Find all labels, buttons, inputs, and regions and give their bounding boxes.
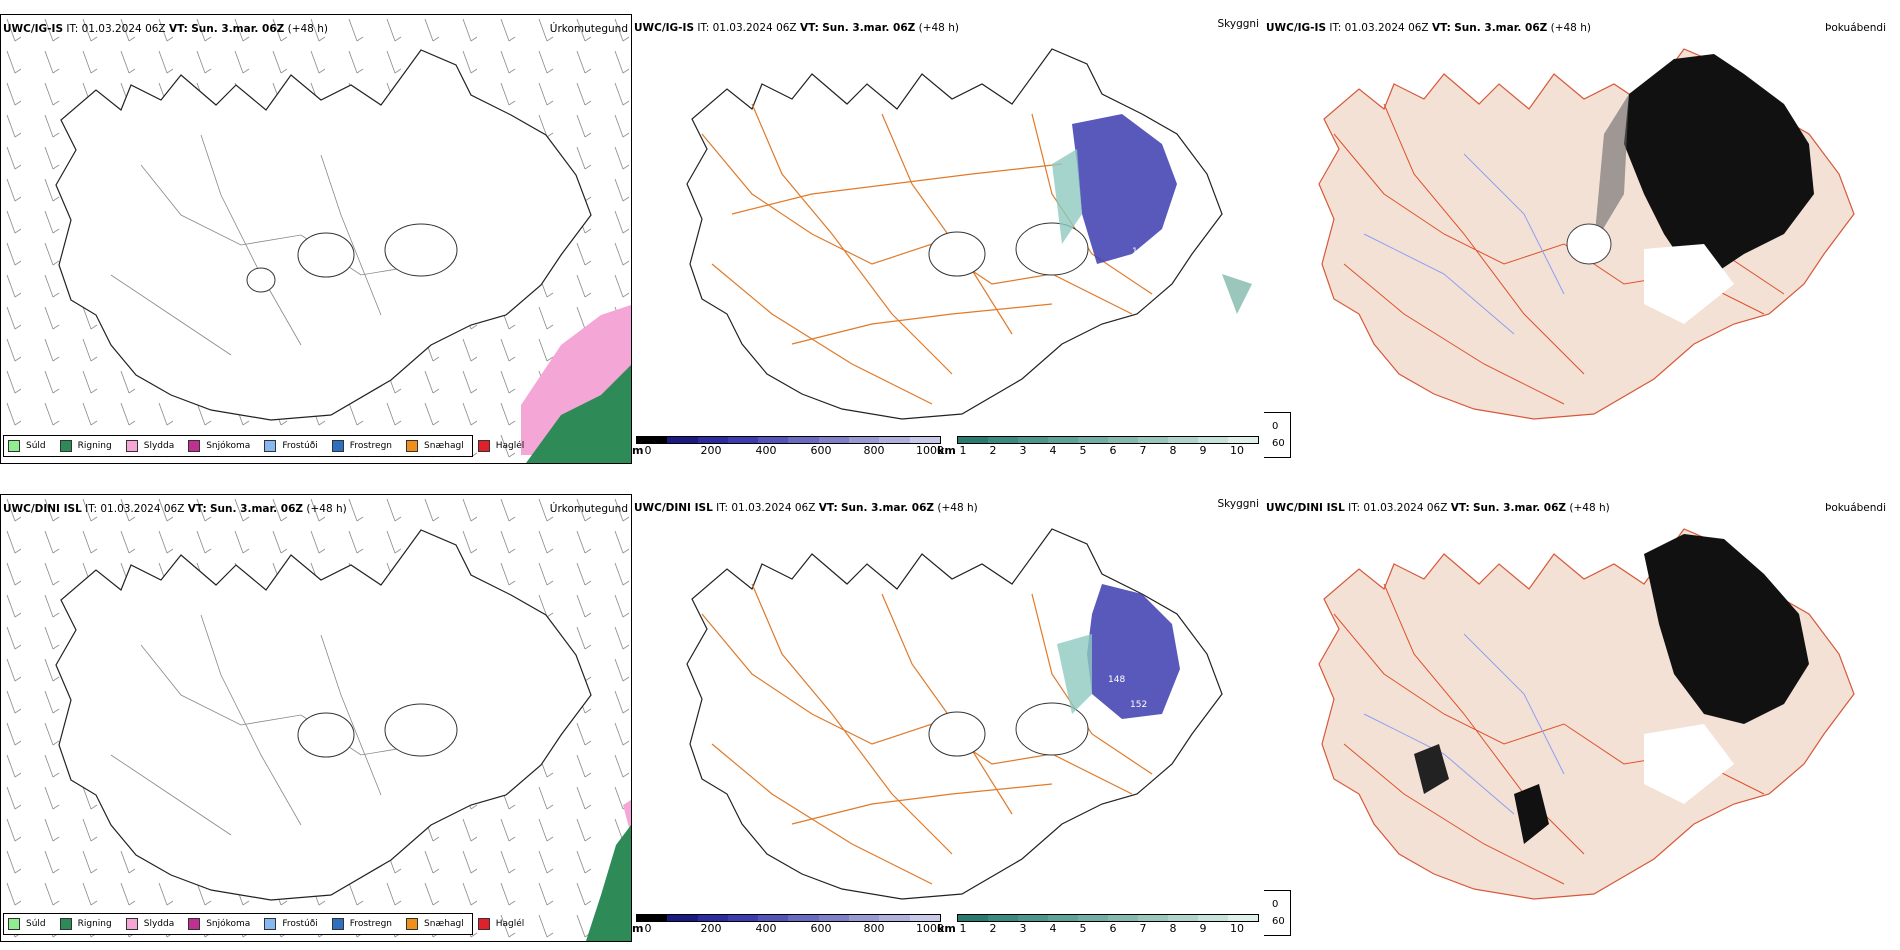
panel-title: Þokuábendi bbox=[1825, 502, 1886, 514]
low-ceiling-area bbox=[1072, 114, 1177, 264]
legend-item: Snæhagl bbox=[406, 440, 464, 452]
precip-legend-bottom: Súld Rigning Slydda Snjókoma Frostúði Fr… bbox=[3, 913, 524, 935]
ceiling-unit: m bbox=[632, 922, 644, 935]
fog-panel-bottom: UWC/DINI ISL IT: 01.03.2024 06Z VT: Sun.… bbox=[1264, 494, 1900, 944]
visibility-unit: km bbox=[937, 444, 956, 457]
map-header: UWC/IG-IS IT: 01.03.2024 06Z VT: Sun. 3.… bbox=[634, 22, 959, 34]
fog-dense-area bbox=[1624, 54, 1814, 274]
map-header: UWC/IG-IS IT: 01.03.2024 06Z VT: Sun. 3.… bbox=[1266, 22, 1591, 34]
precip-type-map-bottom bbox=[1, 495, 631, 941]
legend-item: Frostregn bbox=[331, 440, 392, 452]
precip-type-panel-top: UWC/IG-IS IT: 01.03.2024 06Z VT: Sun. 3.… bbox=[0, 14, 632, 464]
legend-item: Haglél bbox=[477, 918, 524, 930]
ceiling-map-top: 148 bbox=[686, 48, 1252, 420]
ceiling-colorbar-top: 0 200 400 600 800 1000 bbox=[636, 436, 944, 457]
ceiling-unit: m bbox=[632, 444, 644, 457]
fog-dense-area bbox=[1644, 534, 1809, 724]
legend-item: Frostúði bbox=[264, 440, 318, 452]
legend-item: Rigning bbox=[59, 918, 112, 930]
legend-item: Snæhagl bbox=[406, 918, 464, 930]
ceiling-colorbar-bottom: 0 200 400 600 800 1000 bbox=[636, 914, 944, 935]
legend-item: Súld bbox=[8, 440, 46, 452]
panel-title: Skyggni bbox=[1217, 498, 1260, 510]
fog-panel-top: UWC/IG-IS IT: 01.03.2024 06Z VT: Sun. 3.… bbox=[1264, 14, 1900, 464]
precip-legend-top: Súld Rigning Slydda Snjókoma Frostúði Fr… bbox=[3, 435, 524, 457]
fog-map-top bbox=[1318, 48, 1855, 420]
fog-legend-top: 0 60 bbox=[1264, 412, 1291, 458]
fog-legend-bottom: 0 60 bbox=[1264, 890, 1291, 936]
ceiling-value-label: 148 bbox=[1132, 247, 1149, 257]
map-header: UWC/DINI ISL IT: 01.03.2024 06Z VT: Sun.… bbox=[634, 502, 978, 514]
visibility-unit: km bbox=[937, 922, 956, 935]
legend-item: Snjókoma bbox=[188, 440, 250, 452]
ceiling-value-label: 152 bbox=[1130, 700, 1147, 710]
panel-title: Úrkomutegund bbox=[549, 503, 628, 515]
map-header: UWC/IG-IS IT: 01.03.2024 06Z VT: Sun. 3.… bbox=[3, 23, 328, 35]
legend-item: Slydda bbox=[125, 918, 174, 930]
legend-item: Haglél bbox=[477, 440, 524, 452]
fog-map-bottom bbox=[1318, 528, 1855, 900]
legend-item: Frostúði bbox=[264, 918, 318, 930]
precip-type-panel-bottom: UWC/DINI ISL IT: 01.03.2024 06Z VT: Sun.… bbox=[0, 494, 632, 942]
panel-title: Úrkomutegund bbox=[549, 23, 628, 35]
visibility-colorbar-bottom: 1 2 3 4 5 6 7 8 9 10 bbox=[957, 914, 1259, 935]
panel-title: Skyggni bbox=[1217, 18, 1260, 30]
low-ceiling-area bbox=[1087, 584, 1180, 719]
legend-item: Snjókoma bbox=[188, 918, 250, 930]
map-header: UWC/DINI ISL IT: 01.03.2024 06Z VT: Sun.… bbox=[1266, 502, 1610, 514]
visibility-colorbar-top: 1 2 3 4 5 6 7 8 9 10 bbox=[957, 436, 1259, 457]
rain-area bbox=[526, 365, 631, 463]
ceiling-panel-bottom: 148 152 UWC/DINI ISL IT: 01.03.2024 06Z … bbox=[632, 494, 1262, 944]
panel-title: Þokuábendi bbox=[1825, 22, 1886, 34]
precip-type-map-top bbox=[1, 15, 631, 463]
legend-item: Rigning bbox=[59, 440, 112, 452]
map-header: UWC/DINI ISL IT: 01.03.2024 06Z VT: Sun.… bbox=[3, 503, 347, 515]
legend-item: Súld bbox=[8, 918, 46, 930]
rain-area bbox=[586, 825, 631, 941]
legend-item: Slydda bbox=[125, 440, 174, 452]
ceiling-map-bottom: 148 152 bbox=[686, 528, 1223, 900]
ceiling-panel-top: 148 UWC/IG-IS IT: 01.03.2024 06Z VT: Sun… bbox=[632, 14, 1262, 464]
legend-item: Frostregn bbox=[331, 918, 392, 930]
ceiling-value-label: 148 bbox=[1108, 675, 1125, 685]
